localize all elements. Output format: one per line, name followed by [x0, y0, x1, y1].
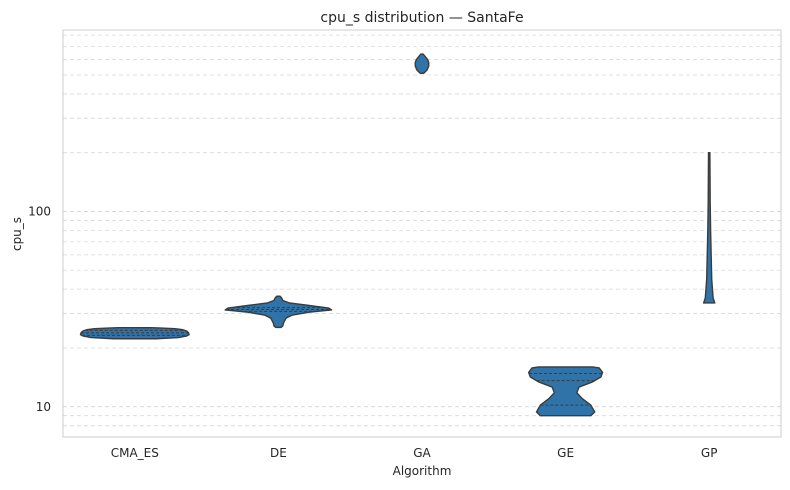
chart-title: cpu_s distribution — SantaFe	[320, 10, 523, 26]
y-tick-label: 10	[36, 400, 51, 414]
violin-ga	[414, 53, 430, 75]
x-axis-label: Algorithm	[393, 464, 452, 478]
y-tick-labels: 10 100	[28, 204, 51, 413]
y-tick-label: 100	[28, 204, 51, 218]
violin-gp	[702, 152, 716, 304]
x-tick-label: CMA_ES	[111, 446, 159, 460]
grid	[63, 34, 781, 438]
violin-ge	[527, 366, 604, 417]
plot-frame	[62, 29, 782, 438]
x-tick-labels: CMA_ES DE GA GE GP	[111, 446, 718, 460]
x-tick-label: GP	[701, 446, 718, 460]
violins	[79, 53, 716, 417]
y-axis-label: cpu_s	[10, 217, 24, 251]
x-tick-label: DE	[270, 446, 287, 460]
x-tick-label: GE	[557, 446, 574, 460]
violin-de	[224, 295, 333, 329]
x-tick-label: GA	[413, 446, 431, 460]
